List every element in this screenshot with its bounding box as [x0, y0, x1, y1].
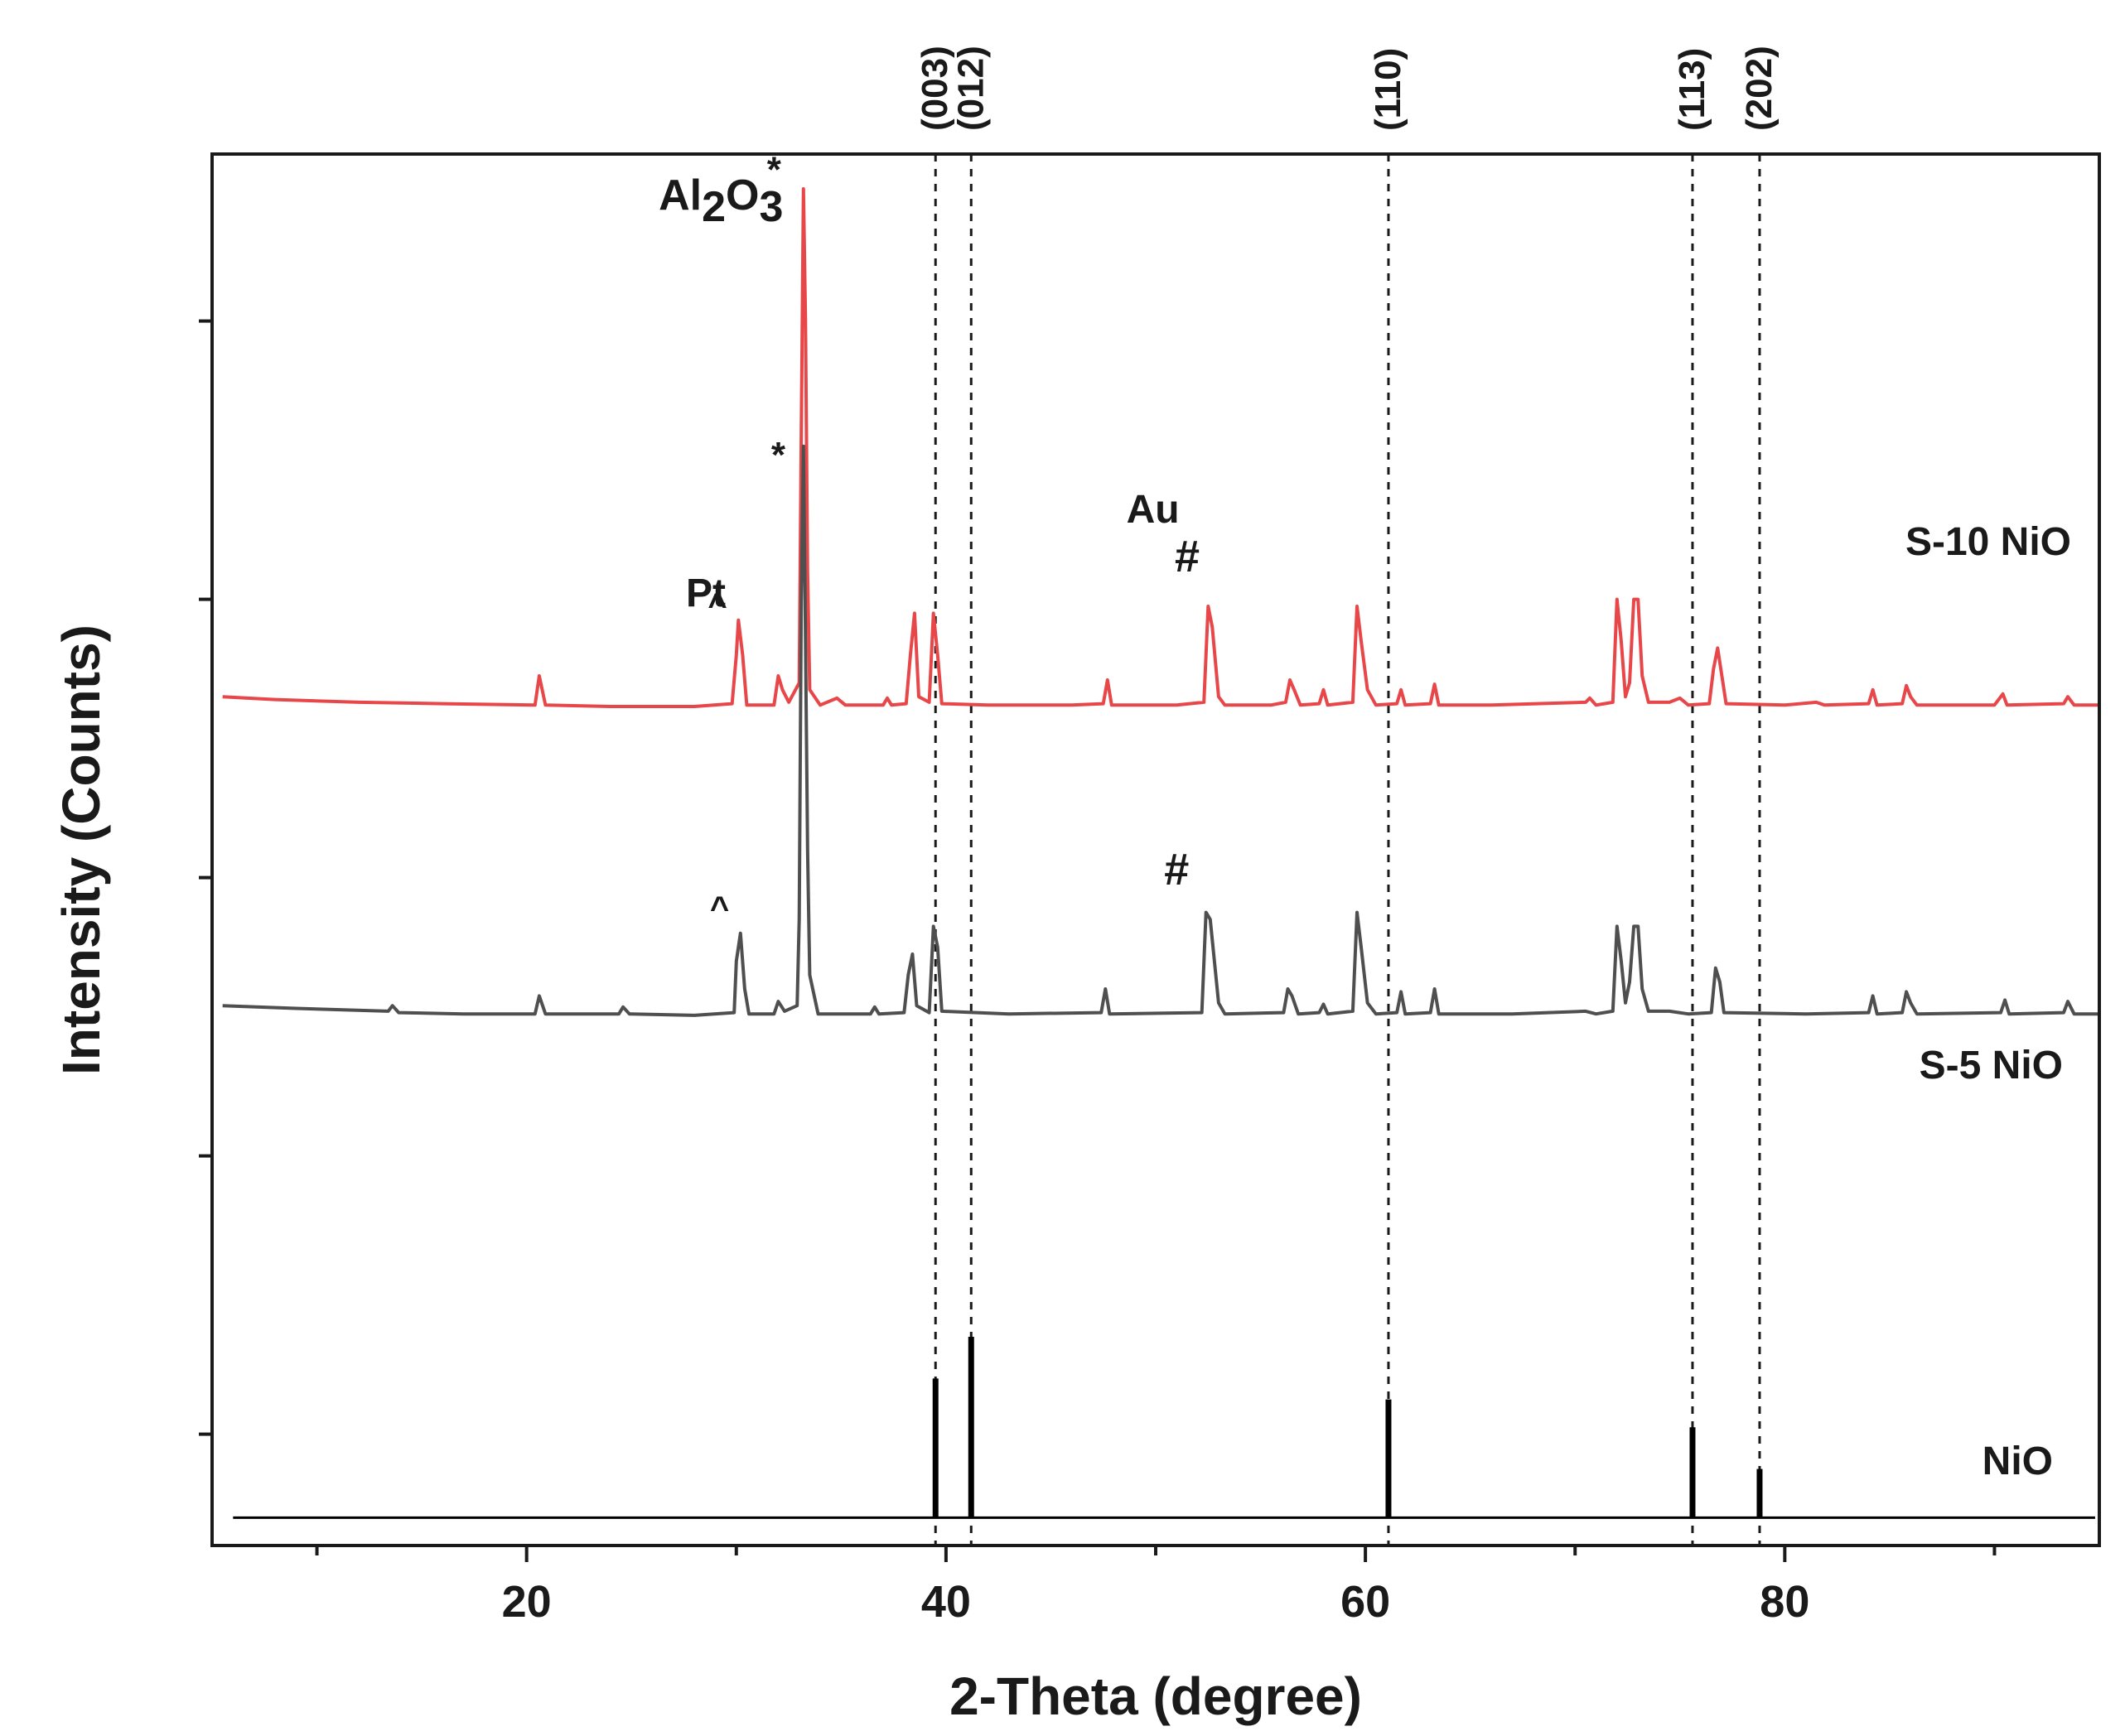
- y-axis-ticks: [199, 319, 212, 1436]
- phase-label-au: Au: [1127, 488, 1180, 532]
- reference-line-label: (003): [915, 46, 955, 131]
- al2o3-star-s10: *: [767, 150, 782, 190]
- x-tick-label: 80: [1760, 1577, 1809, 1627]
- x-tick-label: 20: [502, 1577, 552, 1627]
- series-label-s5: S-5 NiO: [1920, 1044, 2063, 1087]
- phase-label-pt: Pt: [686, 571, 726, 615]
- reference-lines: [934, 154, 1761, 1546]
- x-axis-ticks: 20 40 60 80: [315, 1546, 1997, 1627]
- x-tick-label: 40: [921, 1577, 971, 1627]
- y-axis-label: Intensity (Counts): [51, 624, 111, 1075]
- al2o3-star-s5: *: [771, 435, 786, 475]
- x-axis-label: 2-Theta (degree): [949, 1666, 1362, 1726]
- series-layer: [222, 187, 2099, 1519]
- series-s5-nio-line: [222, 444, 2099, 1017]
- au-hash-s10: #: [1175, 532, 1200, 581]
- reference-line-labels: (003)(012) (110) (113) (202): [915, 46, 1780, 131]
- pt-caret-s5: ^: [710, 890, 729, 927]
- x-tick-label: 60: [1340, 1577, 1390, 1627]
- reference-line-label: (012): [950, 46, 991, 131]
- reference-line-label: (113): [1672, 48, 1712, 131]
- au-hash-s5: #: [1164, 845, 1189, 895]
- reference-line-label: (202): [1739, 46, 1780, 131]
- reference-line-label: (110): [1368, 48, 1408, 131]
- phase-label-al2o3: Al2O3: [659, 171, 783, 231]
- plot-frame: [210, 152, 2101, 1547]
- pt-caret-s10: ^: [708, 587, 727, 624]
- peak-annotations: * ^ # * ^ #: [708, 150, 1200, 927]
- series-label-s10: S-10 NiO: [1905, 520, 2071, 564]
- series-s10-nio-line: [222, 187, 2099, 708]
- series-label-nio: NiO: [1983, 1439, 2053, 1483]
